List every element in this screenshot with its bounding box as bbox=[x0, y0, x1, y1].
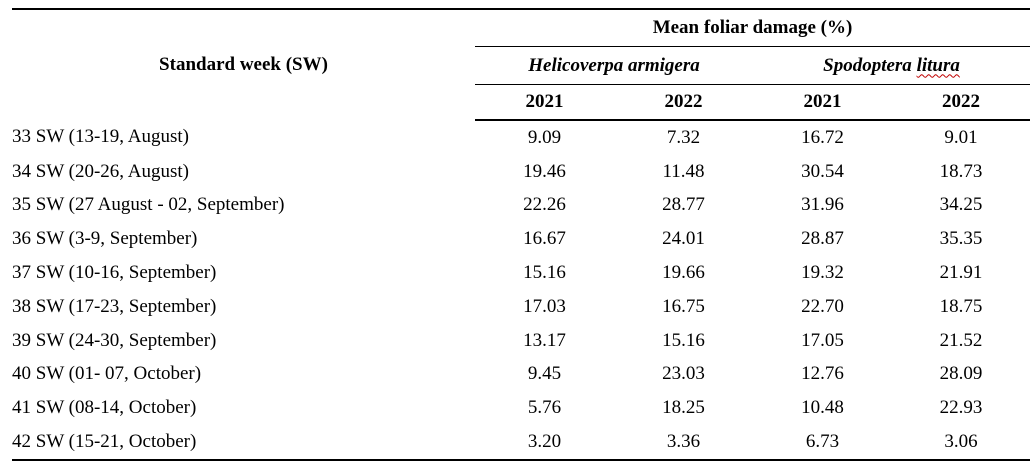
damage-value-cell: 12.76 bbox=[801, 363, 844, 385]
standard-week-cell: 34 SW (20-26, August) bbox=[12, 160, 189, 182]
mean-foliar-damage-header: Mean foliar damage (%) bbox=[475, 8, 1031, 47]
damage-value-cell: 11.48 bbox=[662, 160, 705, 182]
damage-value-cell: 17.05 bbox=[801, 329, 844, 351]
species-epithet: armigera bbox=[627, 54, 700, 76]
species-header-spodoptera: Spodoptera litura bbox=[753, 46, 1031, 85]
table-row: 39 SW (24-30, September) 13.17 15.16 17.05 2… bbox=[12, 324, 1030, 358]
year-header: 2021 bbox=[753, 84, 892, 121]
foliar-damage-table-container: Standard week (SW) Mean foliar damage (%… bbox=[12, 8, 1031, 461]
damage-value-cell: 23.03 bbox=[662, 363, 705, 385]
damage-value-cell: 28.09 bbox=[939, 363, 983, 385]
year-header: 2021 bbox=[475, 84, 614, 121]
year-header: 2022 bbox=[892, 84, 1031, 121]
damage-value-cell: 5.76 bbox=[527, 397, 562, 419]
damage-value-cell: 31.96 bbox=[801, 194, 844, 216]
damage-value-cell: 30.54 bbox=[801, 160, 844, 182]
damage-value-cell: 22.93 bbox=[939, 397, 983, 419]
damage-value-cell: 19.32 bbox=[801, 262, 844, 284]
damage-value-cell: 19.46 bbox=[523, 160, 566, 182]
damage-value-cell: 7.32 bbox=[666, 126, 701, 148]
damage-value-cell: 24.01 bbox=[662, 228, 705, 250]
damage-value-cell: 22.26 bbox=[523, 194, 566, 216]
standard-week-cell: 36 SW (3-9, September) bbox=[12, 228, 198, 250]
damage-value-cell: 6.73 bbox=[753, 425, 892, 461]
standard-week-cell: 41 SW (08-14, October) bbox=[12, 397, 197, 419]
table-row: 33 SW (13-19, August) 9.09 7.32 16.72 9.01 bbox=[12, 120, 1030, 155]
table-row: 40 SW (01- 07, October) 9.45 23.03 12.76 28.… bbox=[12, 358, 1030, 392]
damage-value-cell: 18.75 bbox=[939, 295, 983, 317]
damage-value-cell: 21.52 bbox=[939, 329, 983, 351]
damage-value-cell: 3.20 bbox=[475, 425, 614, 461]
damage-value-cell: 28.77 bbox=[662, 194, 705, 216]
damage-value-cell: 13.17 bbox=[523, 329, 566, 351]
standard-week-header: Standard week (SW) bbox=[12, 8, 475, 120]
damage-value-cell: 17.03 bbox=[523, 295, 566, 317]
damage-value-cell: 3.36 bbox=[614, 425, 753, 461]
damage-value-cell: 10.48 bbox=[801, 397, 844, 419]
damage-value-cell: 22.70 bbox=[801, 295, 844, 317]
damage-value-cell: 21.91 bbox=[939, 262, 983, 284]
table-body: 33 SW (13-19, August) 9.09 7.32 16.72 9.01 34… bbox=[12, 120, 1031, 461]
damage-value-cell: 16.75 bbox=[662, 295, 705, 317]
standard-week-cell: 40 SW (01- 07, October) bbox=[12, 363, 202, 385]
damage-value-cell: 9.01 bbox=[944, 126, 978, 148]
table-row: 42 SW (15-21, October) 3.20 3.36 6.73 3.06 bbox=[12, 425, 1031, 461]
table-row: 37 SW (10-16, September) 15.16 19.66 19.32 2… bbox=[12, 256, 1030, 290]
damage-value-cell: 18.25 bbox=[662, 397, 705, 419]
damage-value-cell: 19.66 bbox=[662, 262, 705, 284]
species-epithet: litura bbox=[916, 54, 960, 76]
foliar-damage-table: Standard week (SW) Mean foliar damage (%… bbox=[12, 8, 1031, 461]
standard-week-cell: 33 SW (13-19, August) bbox=[12, 126, 189, 148]
damage-value-cell: 3.06 bbox=[892, 425, 1031, 461]
table-row: 35 SW (27 August - 02, September) 22.26 28… bbox=[12, 189, 1030, 223]
species-genus: Helicoverpa bbox=[528, 54, 624, 76]
damage-value-cell: 35.35 bbox=[939, 228, 983, 250]
standard-week-cell: 39 SW (24-30, September) bbox=[12, 329, 217, 351]
damage-value-cell: 15.16 bbox=[523, 262, 566, 284]
standard-week-cell: 42 SW (15-21, October) bbox=[12, 425, 475, 461]
year-header: 2022 bbox=[614, 84, 753, 121]
damage-value-cell: 9.45 bbox=[527, 363, 562, 385]
table-row: 38 SW (17-23, September) 17.03 16.75 22.70 1… bbox=[12, 290, 1030, 324]
damage-value-cell: 16.67 bbox=[523, 228, 566, 250]
damage-value-cell: 34.25 bbox=[939, 194, 983, 216]
standard-week-cell: 38 SW (17-23, September) bbox=[12, 295, 217, 317]
damage-value-cell: 16.72 bbox=[801, 126, 844, 148]
table-header: Standard week (SW) Mean foliar damage (%… bbox=[12, 8, 1031, 121]
species-genus: Spodoptera bbox=[823, 54, 912, 76]
table-row: 34 SW (20-26, August) 19.46 11.48 30.54 18.7… bbox=[12, 155, 1030, 189]
damage-value-cell: 9.09 bbox=[527, 126, 562, 148]
species-header-helicoverpa: Helicoverpa armigera bbox=[475, 46, 753, 85]
damage-value-cell: 18.73 bbox=[939, 160, 983, 182]
standard-week-cell: 35 SW (27 August - 02, September) bbox=[12, 194, 285, 216]
standard-week-cell: 37 SW (10-16, September) bbox=[12, 262, 217, 284]
damage-value-cell: 15.16 bbox=[662, 329, 705, 351]
damage-value-cell: 28.87 bbox=[801, 228, 844, 250]
table-row: 36 SW (3-9, September) 16.67 24.01 28.87 35.… bbox=[12, 222, 1030, 256]
table-row: 41 SW (08-14, October) 5.76 18.25 10.48 22.9… bbox=[12, 391, 1030, 425]
